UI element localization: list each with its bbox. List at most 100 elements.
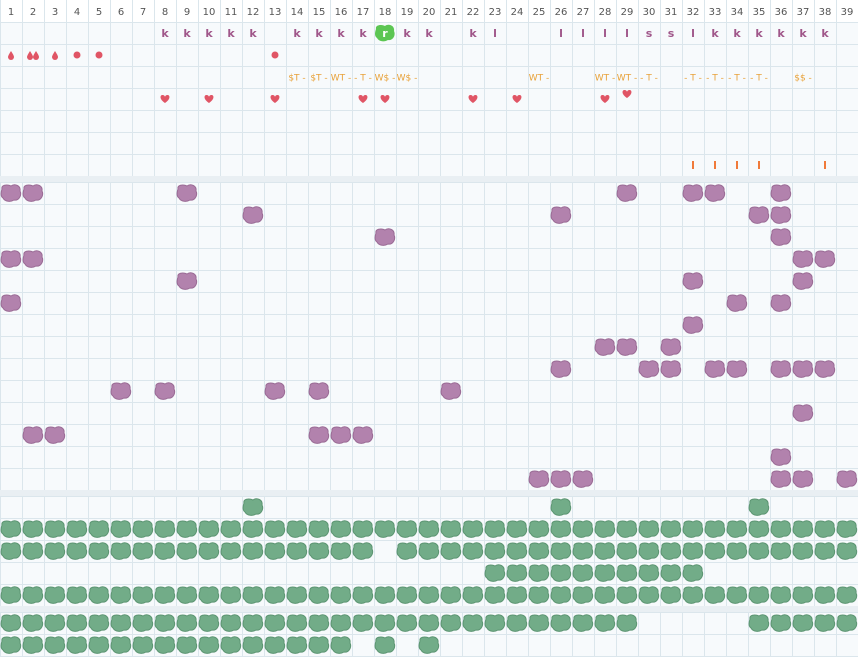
row-letter: k bbox=[205, 27, 213, 40]
green-block bbox=[0, 586, 22, 604]
green-block bbox=[242, 542, 264, 560]
green-block bbox=[198, 586, 220, 604]
green-block bbox=[198, 636, 220, 654]
green-block bbox=[506, 542, 528, 560]
row-letter: k bbox=[777, 27, 785, 40]
green-block bbox=[836, 520, 858, 538]
green-block bbox=[330, 586, 352, 604]
green-block bbox=[814, 520, 836, 538]
purple-block bbox=[792, 360, 814, 378]
purple-block bbox=[660, 338, 682, 356]
purple-block bbox=[770, 206, 792, 224]
green-block bbox=[638, 542, 660, 560]
row-letter: k bbox=[249, 27, 257, 40]
green-block bbox=[748, 586, 770, 604]
green-block bbox=[572, 564, 594, 582]
green-block bbox=[242, 636, 264, 654]
green-block bbox=[704, 586, 726, 604]
purple-block bbox=[330, 426, 352, 444]
green-block bbox=[726, 542, 748, 560]
green-block bbox=[88, 614, 110, 632]
green-block bbox=[286, 614, 308, 632]
green-block bbox=[198, 542, 220, 560]
purple-block bbox=[770, 470, 792, 488]
row-letter: k bbox=[711, 27, 719, 40]
section-divider bbox=[0, 176, 858, 182]
green-block bbox=[154, 614, 176, 632]
annotation: - T - bbox=[728, 74, 746, 84]
green-block bbox=[66, 636, 88, 654]
annotation: WT - bbox=[617, 74, 638, 84]
green-block bbox=[550, 614, 572, 632]
annotation: - T - bbox=[706, 74, 724, 84]
row-letter: k bbox=[227, 27, 235, 40]
green-block bbox=[286, 520, 308, 538]
purple-block bbox=[660, 360, 682, 378]
row-letter: s bbox=[646, 27, 653, 40]
green-block bbox=[660, 564, 682, 582]
column-number: 23 bbox=[489, 7, 502, 18]
tick-icon bbox=[714, 161, 716, 169]
green-block bbox=[198, 614, 220, 632]
purple-block bbox=[748, 206, 770, 224]
green-block bbox=[462, 614, 484, 632]
green-block bbox=[528, 614, 550, 632]
green-block bbox=[110, 586, 132, 604]
column-number: 3 bbox=[52, 7, 58, 18]
green-block bbox=[154, 520, 176, 538]
green-block bbox=[132, 520, 154, 538]
green-block bbox=[638, 586, 660, 604]
green-block bbox=[0, 520, 22, 538]
section-divider bbox=[0, 490, 858, 496]
column-number: 31 bbox=[665, 7, 678, 18]
green-block bbox=[660, 542, 682, 560]
green-block bbox=[330, 614, 352, 632]
green-block bbox=[110, 542, 132, 560]
purple-block bbox=[594, 338, 616, 356]
green-block bbox=[88, 520, 110, 538]
green-block bbox=[484, 586, 506, 604]
dot-icon bbox=[271, 51, 279, 59]
green-block bbox=[418, 636, 440, 654]
green-block bbox=[726, 520, 748, 538]
annotation: $T - bbox=[288, 74, 305, 84]
column-number: 29 bbox=[621, 7, 634, 18]
column-number: 1 bbox=[8, 7, 14, 18]
tick-icon bbox=[758, 161, 760, 169]
purple-block bbox=[550, 206, 572, 224]
green-block bbox=[308, 542, 330, 560]
column-number: 33 bbox=[709, 7, 722, 18]
purple-block bbox=[264, 382, 286, 400]
green-block bbox=[308, 520, 330, 538]
purple-block bbox=[0, 184, 22, 202]
green-block bbox=[484, 520, 506, 538]
row-letter: k bbox=[403, 27, 411, 40]
green-block bbox=[242, 586, 264, 604]
section bbox=[0, 22, 858, 176]
green-block bbox=[660, 520, 682, 538]
purple-block bbox=[704, 184, 726, 202]
green-block bbox=[616, 520, 638, 538]
green-block bbox=[132, 636, 154, 654]
purple-block bbox=[770, 294, 792, 312]
green-block bbox=[440, 586, 462, 604]
green-block bbox=[616, 542, 638, 560]
green-block bbox=[88, 636, 110, 654]
dot-icon bbox=[73, 51, 81, 59]
green-block bbox=[418, 614, 440, 632]
column-number: 7 bbox=[140, 7, 146, 18]
green-block bbox=[176, 542, 198, 560]
green-block bbox=[44, 542, 66, 560]
annotation: WT - bbox=[331, 74, 352, 84]
column-number: 2 bbox=[30, 7, 36, 18]
green-block bbox=[836, 586, 858, 604]
column-number: 38 bbox=[819, 7, 832, 18]
green-block bbox=[770, 542, 792, 560]
green-block bbox=[550, 586, 572, 604]
annotation: - T - bbox=[640, 74, 658, 84]
green-block bbox=[616, 564, 638, 582]
green-block bbox=[704, 520, 726, 538]
green-block bbox=[506, 564, 528, 582]
green-block bbox=[0, 542, 22, 560]
